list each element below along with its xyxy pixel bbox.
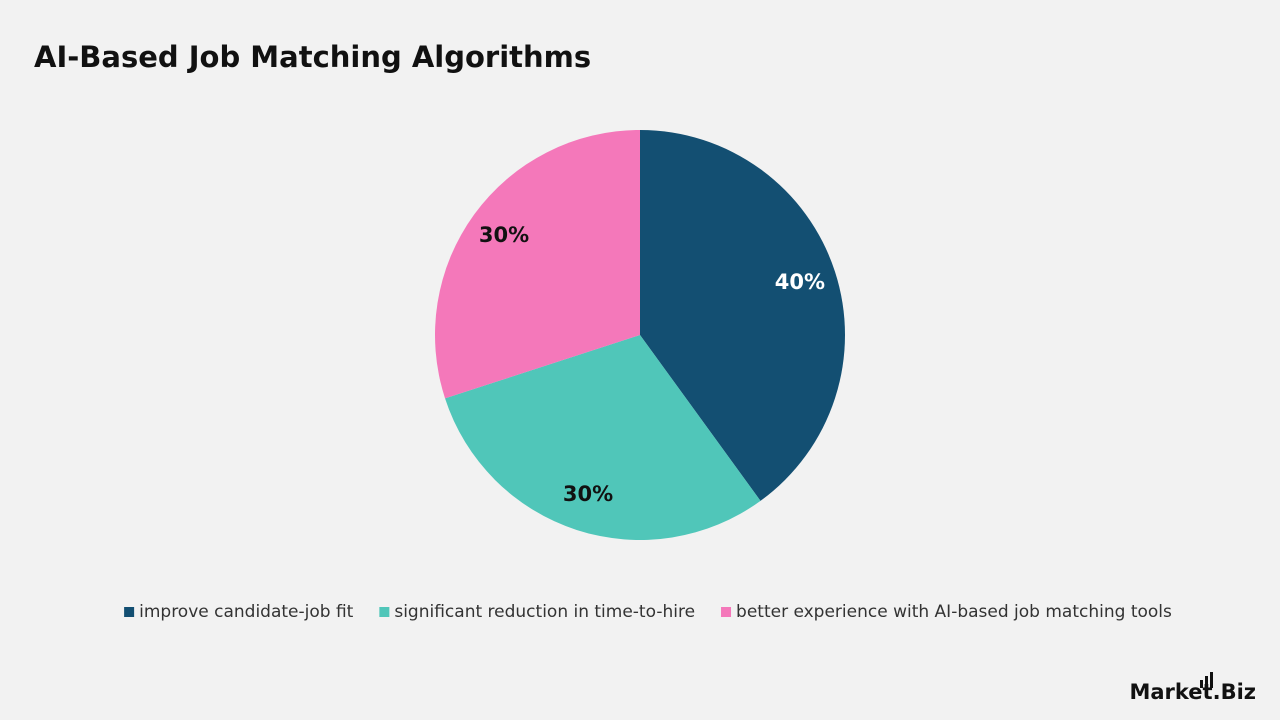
chart-title: AI-Based Job Matching Algorithms <box>34 40 591 74</box>
logo: Market.Biz <box>1129 672 1256 704</box>
legend-swatch <box>721 607 732 617</box>
pie-slice <box>435 130 640 399</box>
data-label: 30% <box>479 223 529 247</box>
legend-swatch <box>124 607 135 617</box>
legend: improve candidate-job fit significant red… <box>124 602 1172 622</box>
logo-bar <box>1210 672 1213 688</box>
data-label: 30% <box>563 482 613 506</box>
legend-label: improve candidate-job fit <box>139 602 354 622</box>
logo-bar <box>1205 676 1208 688</box>
logo-bar <box>1200 680 1203 688</box>
legend-label: better experience with AI-based job matc… <box>736 602 1172 622</box>
data-label: 40% <box>775 270 825 294</box>
legend-swatch <box>379 607 390 617</box>
brand: Market.Biz <box>1129 680 1256 704</box>
pie-slice <box>640 130 845 501</box>
legend-label: significant reduction in time-to-hire <box>394 602 695 622</box>
pie-slice <box>445 335 761 541</box>
